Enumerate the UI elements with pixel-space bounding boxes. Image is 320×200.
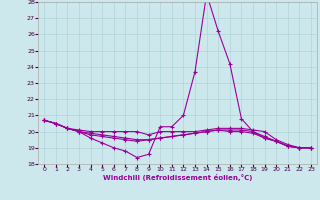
X-axis label: Windchill (Refroidissement éolien,°C): Windchill (Refroidissement éolien,°C) [103, 174, 252, 181]
